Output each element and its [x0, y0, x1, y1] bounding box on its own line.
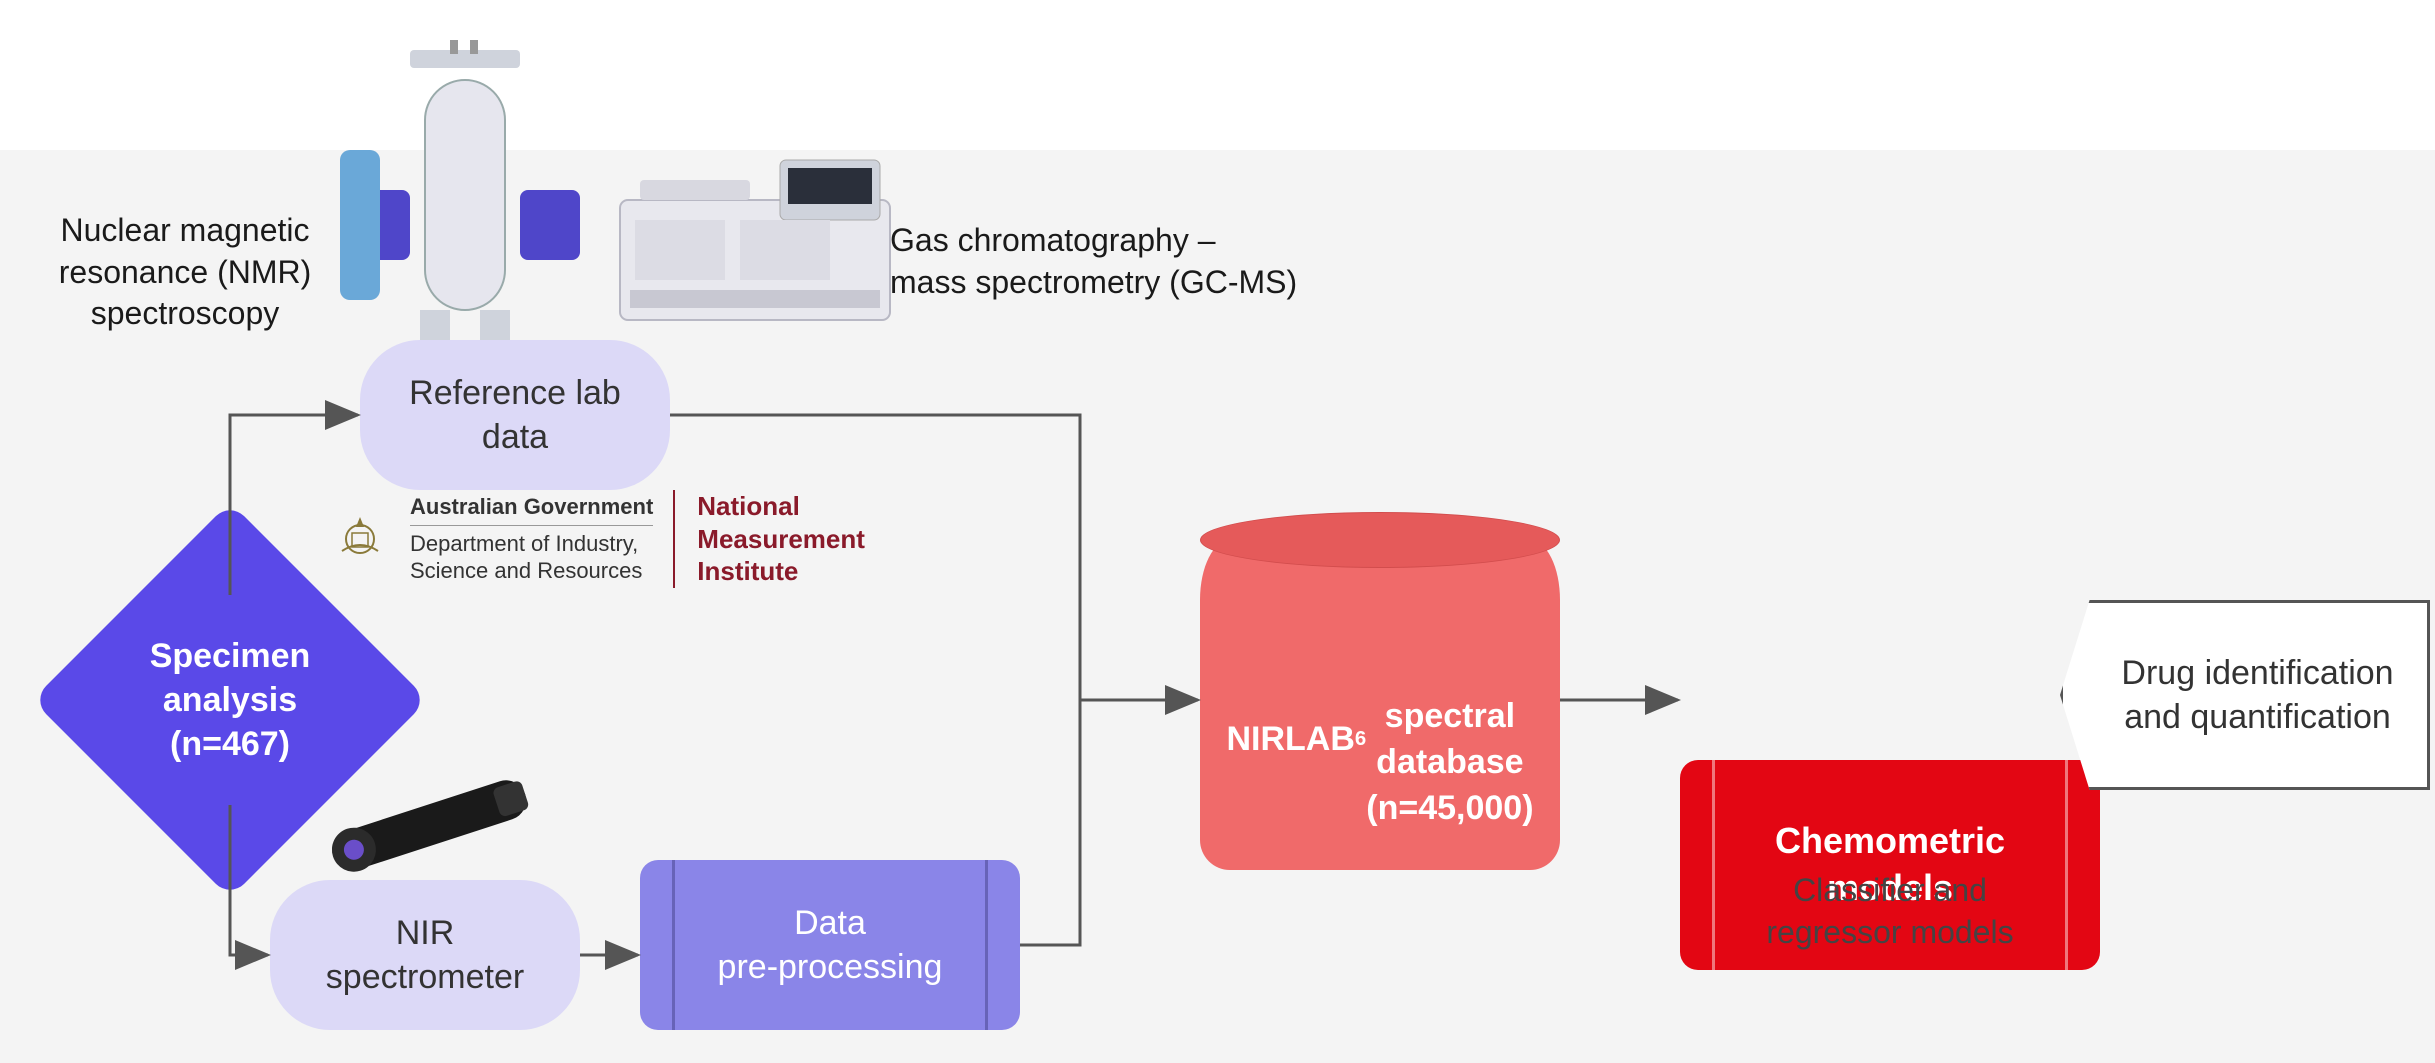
node-nir-spectrometer: NIRspectrometer — [270, 880, 580, 1030]
node-data-preprocessing: Datapre-processing — [640, 860, 1020, 1030]
nmr-label: Nuclear magneticresonance (NMR)spectrosc… — [10, 210, 360, 335]
node-output: Drug identificationand quantification — [2060, 600, 2430, 790]
nmr-instrument-illustration — [330, 40, 600, 350]
nmi-text: NationalMeasurementInstitute — [673, 490, 865, 588]
government-logo-block: Australian Government Department of Indu… — [330, 490, 865, 588]
node-reference-lab-data: Reference labdata — [360, 340, 670, 490]
node-specimen-analysis: Specimenanalysis(n=467) — [90, 560, 370, 840]
chemometric-sublabel: Classifier andregressor models — [1690, 870, 2090, 953]
gov-dept-text: Australian Government Department of Indu… — [410, 493, 653, 585]
nirlab-database-text: NIRLAB6spectraldatabase(n=45,000) — [1200, 610, 1560, 870]
gcms-label: Gas chromatography –mass spectrometry (G… — [890, 220, 1340, 303]
gcms-instrument-illustration — [610, 130, 900, 340]
node-nirlab-database: NIRLAB6spectraldatabase(n=45,000) — [1200, 540, 1560, 870]
